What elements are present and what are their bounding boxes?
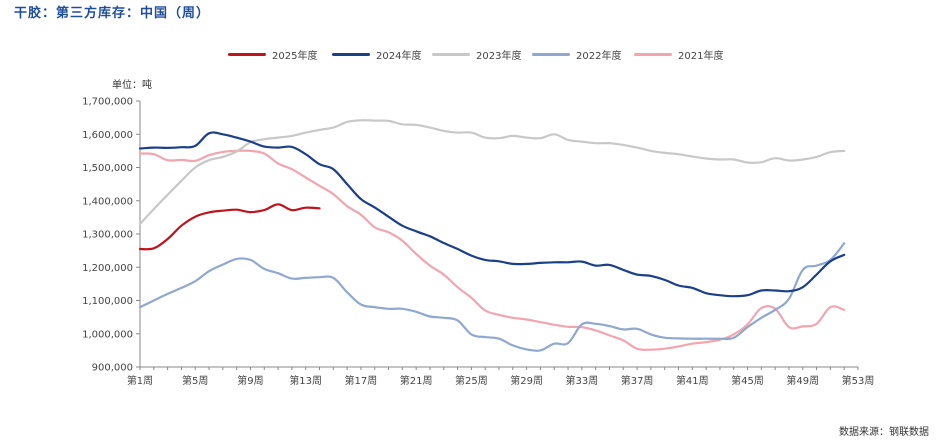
y-tick-label: 1,700,000 bbox=[82, 97, 133, 108]
legend-item-2024: 2024年度 bbox=[332, 46, 421, 62]
legend-swatch-2024 bbox=[332, 52, 370, 56]
legend-item-2021: 2021年度 bbox=[634, 46, 723, 62]
x-tick-label: 第29周 bbox=[510, 374, 543, 387]
series-line-2023 bbox=[138, 119, 846, 226]
series-line-2025 bbox=[138, 203, 321, 251]
x-tick-label: 第17周 bbox=[345, 374, 378, 387]
y-tick-label: 1,400,000 bbox=[82, 196, 133, 207]
series-line-2024 bbox=[138, 131, 846, 298]
x-tick-label: 第53周 bbox=[842, 374, 875, 387]
x-tick-label: 第1周 bbox=[127, 374, 153, 387]
y-tick-label: 1,500,000 bbox=[82, 163, 133, 174]
legend-item-2023: 2023年度 bbox=[432, 46, 521, 62]
legend-label-2024: 2024年度 bbox=[376, 50, 422, 62]
legend-label-2023: 2023年度 bbox=[476, 50, 522, 62]
x-tick-label: 第21周 bbox=[400, 374, 433, 387]
y-tick-label: 1,100,000 bbox=[82, 296, 133, 307]
legend-label-2022: 2022年度 bbox=[576, 50, 622, 62]
chart-legend: 2025年度 2024年度 2023年度 2022年度 2021年度 bbox=[0, 46, 945, 62]
legend-swatch-2021 bbox=[634, 52, 672, 56]
x-tick-label: 第37周 bbox=[621, 374, 654, 387]
legend-swatch-2023 bbox=[432, 52, 470, 56]
legend-item-2025: 2025年度 bbox=[228, 46, 317, 62]
legend-label-2025: 2025年度 bbox=[272, 50, 318, 62]
x-tick-label: 第13周 bbox=[289, 374, 322, 387]
y-tick-label: 1,600,000 bbox=[82, 130, 133, 141]
x-tick-label: 第9周 bbox=[237, 374, 263, 387]
chart-title: 干胶：第三方库存：中国（周） bbox=[14, 6, 211, 21]
legend-item-2022: 2022年度 bbox=[532, 46, 621, 62]
y-tick-label: 1,200,000 bbox=[82, 263, 133, 274]
x-tick-label: 第33周 bbox=[565, 374, 598, 387]
series-line-2022 bbox=[138, 242, 846, 352]
x-tick-label: 第49周 bbox=[786, 374, 819, 387]
source-label: 数据来源：钢联数据 bbox=[839, 427, 929, 438]
series-line-2021 bbox=[138, 149, 846, 351]
x-tick-label: 第5周 bbox=[182, 374, 208, 387]
x-tick-label: 第41周 bbox=[676, 374, 709, 387]
y-tick-label: 1,000,000 bbox=[82, 329, 133, 340]
legend-label-2021: 2021年度 bbox=[678, 50, 724, 62]
y-tick-label: 1,300,000 bbox=[82, 230, 133, 241]
x-tick-label: 第45周 bbox=[731, 374, 764, 387]
x-tick-label: 第25周 bbox=[455, 374, 488, 387]
y-tick-label: 900,000 bbox=[92, 363, 133, 374]
legend-swatch-2025 bbox=[228, 52, 266, 56]
legend-swatch-2022 bbox=[532, 52, 570, 56]
unit-label: 单位：吨 bbox=[112, 80, 152, 91]
